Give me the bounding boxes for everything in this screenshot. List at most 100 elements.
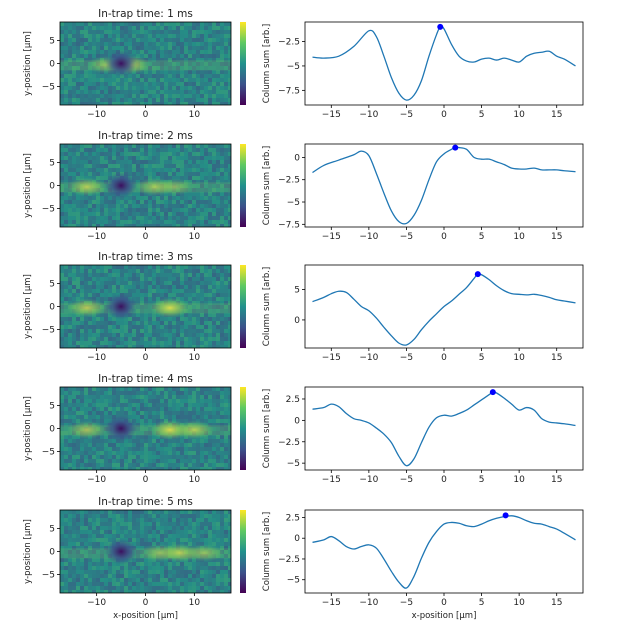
heatmap-pixel	[60, 38, 64, 42]
heatmap-pixel	[72, 38, 76, 42]
heatmap-pixel	[212, 94, 216, 98]
heatmap-pixel	[180, 329, 184, 333]
heatmap-pixel	[152, 443, 156, 447]
heatmap-pixel	[64, 522, 68, 526]
bright-region	[66, 298, 107, 318]
heatmap-pixel	[148, 220, 152, 224]
heatmap-pixel	[196, 42, 200, 46]
heatmap-pixel	[164, 265, 168, 269]
heatmap-pixel	[188, 224, 192, 227]
heatmap-pixel	[212, 590, 216, 593]
heatmap-pixel	[164, 411, 168, 415]
heatmap-pixel	[116, 443, 120, 447]
heatmap-pixel	[112, 463, 116, 467]
heatmap-pixel	[116, 325, 120, 329]
heatmap-pixel	[96, 333, 100, 337]
heatmap-pixel	[180, 285, 184, 289]
heatmap-pixel	[108, 345, 112, 348]
heatmap-pixel	[84, 518, 88, 522]
heatmap-pixel	[164, 90, 168, 94]
heatmap-pixel	[160, 58, 164, 62]
heatmap-pixel	[200, 26, 204, 30]
heatmap-pixel	[224, 277, 228, 281]
heatmap-pixel	[148, 70, 152, 74]
heatmap-pixel	[100, 341, 104, 345]
heatmap-pixel	[140, 285, 144, 289]
heatmap-pixel	[220, 313, 224, 317]
heatmap-pixel	[204, 570, 208, 574]
heatmap-pixel	[148, 94, 152, 98]
heatmap-pixel	[188, 70, 192, 74]
heatmap-pixel	[160, 70, 164, 74]
heatmap-pixel	[128, 212, 132, 216]
heatmap-pixel	[76, 66, 80, 70]
heatmap-pixel	[148, 204, 152, 208]
heatmap-pixel	[196, 590, 200, 593]
heatmap-pixel	[68, 164, 72, 168]
x-tick-label: −5	[400, 232, 413, 242]
heatmap-pixel	[72, 164, 76, 168]
heatmap-pixel	[144, 212, 148, 216]
heatmap-pixel	[84, 293, 88, 297]
heatmap-pixel	[108, 22, 112, 26]
heatmap-pixel	[212, 66, 216, 70]
heatmap-pixel	[140, 289, 144, 293]
heatmap-pixel	[200, 66, 204, 70]
heatmap-pixel	[224, 168, 228, 172]
heatmap-pixel	[144, 289, 148, 293]
heatmap-pixel	[176, 526, 180, 530]
heatmap-pixel	[80, 518, 84, 522]
heatmap-pixel	[220, 399, 224, 403]
heatmap-pixel	[84, 70, 88, 74]
heatmap-pixel	[96, 46, 100, 50]
heatmap-pixel	[196, 586, 200, 590]
heatmap-pixel	[144, 463, 148, 467]
heatmap-pixel	[68, 46, 72, 50]
heatmap-pixel	[104, 566, 108, 570]
heatmap-pixel	[92, 30, 96, 34]
heatmap-pixel	[92, 321, 96, 325]
heatmap-pixel	[148, 321, 152, 325]
heatmap-pixel	[196, 224, 200, 227]
heatmap-pixel	[216, 419, 220, 423]
heatmap-pixel	[144, 514, 148, 518]
heatmap-pixel	[84, 196, 88, 200]
heatmap-pixel	[124, 399, 128, 403]
heatmap-pixel	[204, 411, 208, 415]
heatmap-pixel	[96, 341, 100, 345]
heatmap-pixel	[160, 46, 164, 50]
heatmap-pixel	[188, 50, 192, 54]
heatmap-pixel	[164, 176, 168, 180]
heatmap-pixel	[120, 273, 124, 277]
heatmap-pixel	[224, 74, 228, 78]
heatmap-pixel	[128, 518, 132, 522]
heatmap-pixel	[124, 164, 128, 168]
heatmap-pixel	[116, 526, 120, 530]
heatmap-pixel	[80, 590, 84, 593]
heatmap-pixel	[164, 345, 168, 348]
heatmap-pixel	[64, 582, 68, 586]
heatmap-pixel	[160, 518, 164, 522]
x-tick-label: −15	[322, 110, 341, 120]
heatmap-pixel	[156, 98, 160, 102]
heatmap-pixel	[76, 586, 80, 590]
heatmap-pixel	[188, 329, 192, 333]
heatmap-pixel	[60, 395, 64, 399]
heatmap-pixel	[72, 168, 76, 172]
heatmap-pixel	[196, 305, 200, 309]
x-tick-label: −10	[87, 232, 106, 242]
heatmap-pixel	[228, 74, 231, 78]
heatmap-pixel	[184, 566, 188, 570]
heatmap-pixel	[224, 224, 228, 227]
heatmap-pixel	[104, 212, 108, 216]
heatmap-pixel	[200, 455, 204, 459]
heatmap-pixel	[196, 168, 200, 172]
heatmap-pixel	[144, 297, 148, 301]
heatmap-pixel	[164, 391, 168, 395]
heatmap-pixel	[160, 447, 164, 451]
heatmap-pixel	[112, 22, 116, 26]
heatmap-pixel	[204, 419, 208, 423]
heatmap-pixel	[212, 70, 216, 74]
heatmap-pixel	[224, 403, 228, 407]
heatmap-pixel	[112, 204, 116, 208]
